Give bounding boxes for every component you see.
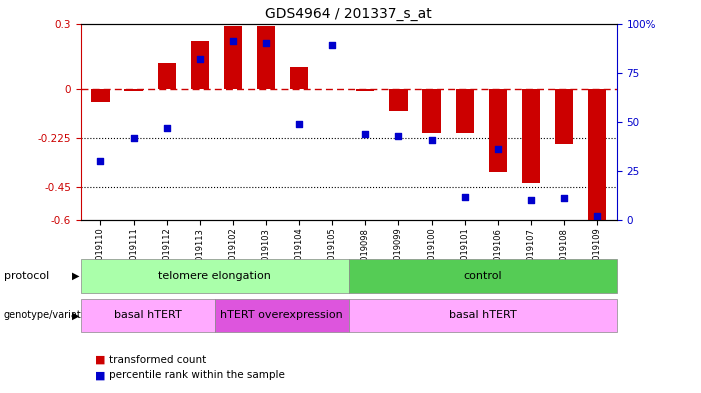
Bar (290, 67, 308, 89)
Text: telomere elongation: telomere elongation (158, 271, 271, 281)
Bar (554, 89, 573, 144)
Bar (158, 63, 176, 89)
Bar (224, 26, 242, 89)
Bar (191, 41, 209, 89)
Text: ▶: ▶ (72, 271, 79, 281)
Bar (356, 89, 374, 91)
Point (393, 132, 404, 139)
Bar (423, 89, 441, 133)
Point (492, 146, 503, 152)
Point (161, 125, 172, 131)
Bar (489, 89, 507, 172)
Text: control: control (463, 271, 502, 281)
Point (194, 56, 205, 62)
Text: percentile rank within the sample: percentile rank within the sample (109, 370, 285, 380)
Text: protocol: protocol (4, 271, 49, 281)
Text: basal hTERT: basal hTERT (449, 310, 517, 320)
Text: ■: ■ (95, 370, 105, 380)
Text: basal hTERT: basal hTERT (114, 310, 182, 320)
Bar (257, 26, 275, 89)
Bar (91, 89, 109, 102)
Bar (588, 89, 606, 220)
Bar (456, 89, 474, 133)
Point (260, 40, 271, 46)
Point (227, 38, 238, 44)
Point (525, 197, 536, 204)
Bar (125, 89, 143, 91)
Point (426, 136, 437, 143)
Title: GDS4964 / 201337_s_at: GDS4964 / 201337_s_at (266, 7, 432, 21)
Text: transformed count: transformed count (109, 354, 206, 365)
Point (327, 42, 338, 48)
Point (360, 130, 371, 137)
Bar (389, 89, 407, 111)
Bar (522, 89, 540, 183)
Point (128, 134, 139, 141)
Point (294, 121, 305, 127)
Text: hTERT overexpression: hTERT overexpression (220, 310, 343, 320)
Point (459, 193, 470, 200)
Point (558, 195, 569, 202)
Text: genotype/variation: genotype/variation (4, 310, 96, 320)
Text: ▶: ▶ (72, 310, 79, 320)
Text: ■: ■ (95, 354, 105, 365)
Point (592, 213, 603, 219)
Point (95, 158, 106, 164)
